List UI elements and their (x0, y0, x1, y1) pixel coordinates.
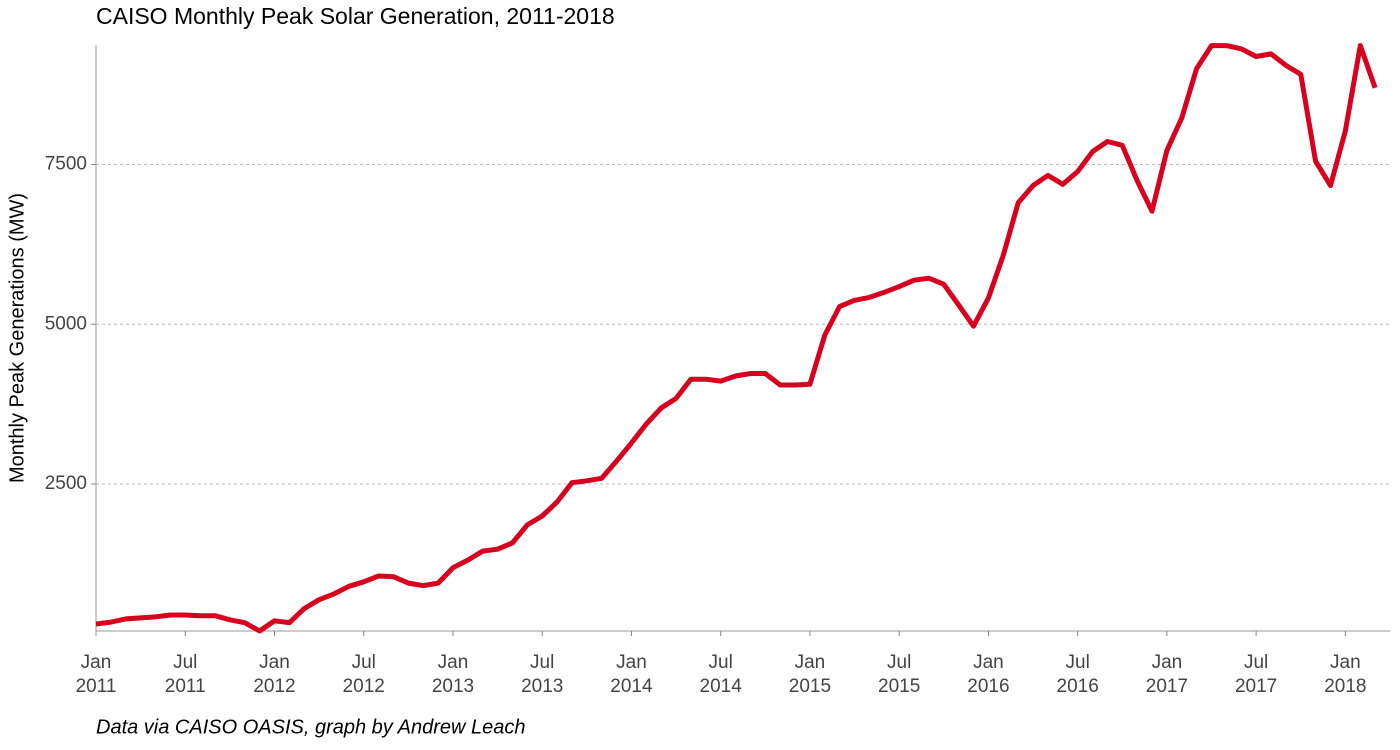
x-tick-label: Jul 2016 (1057, 652, 1099, 697)
x-tick-label: Jan 2015 (789, 652, 831, 697)
y-axis-label: Monthly Peak Generations (MW) (6, 193, 28, 483)
y-tick-label: 7500 (45, 154, 87, 175)
x-tick-label: Jan 2013 (432, 652, 474, 697)
x-tick-label: Jan 2011 (76, 652, 117, 697)
x-tick-label: Jan 2012 (253, 652, 295, 697)
caption: Data via CAISO OASIS, graph by Andrew Le… (96, 716, 525, 738)
y-tick-label: 5000 (45, 313, 87, 334)
x-tick-label: Jul 2014 (700, 652, 743, 697)
x-tick-label: Jul 2013 (521, 652, 563, 697)
x-tick-label: Jul 2011 (165, 652, 206, 697)
x-tick-label: Jan 2017 (1146, 652, 1188, 697)
x-tick-label: Jan 2016 (967, 652, 1009, 697)
chart-title: CAISO Monthly Peak Solar Generation, 201… (96, 3, 615, 29)
x-tick-label: Jul 2017 (1235, 652, 1277, 697)
line-series (95, 43, 1378, 634)
x-tick-label: Jul 2012 (343, 652, 385, 697)
y-tick-label: 2500 (45, 473, 87, 494)
x-tick-label: Jan 2018 (1324, 652, 1366, 697)
x-tick-label: Jul 2015 (878, 652, 920, 697)
x-tick-label: Jan 2014 (610, 652, 653, 697)
